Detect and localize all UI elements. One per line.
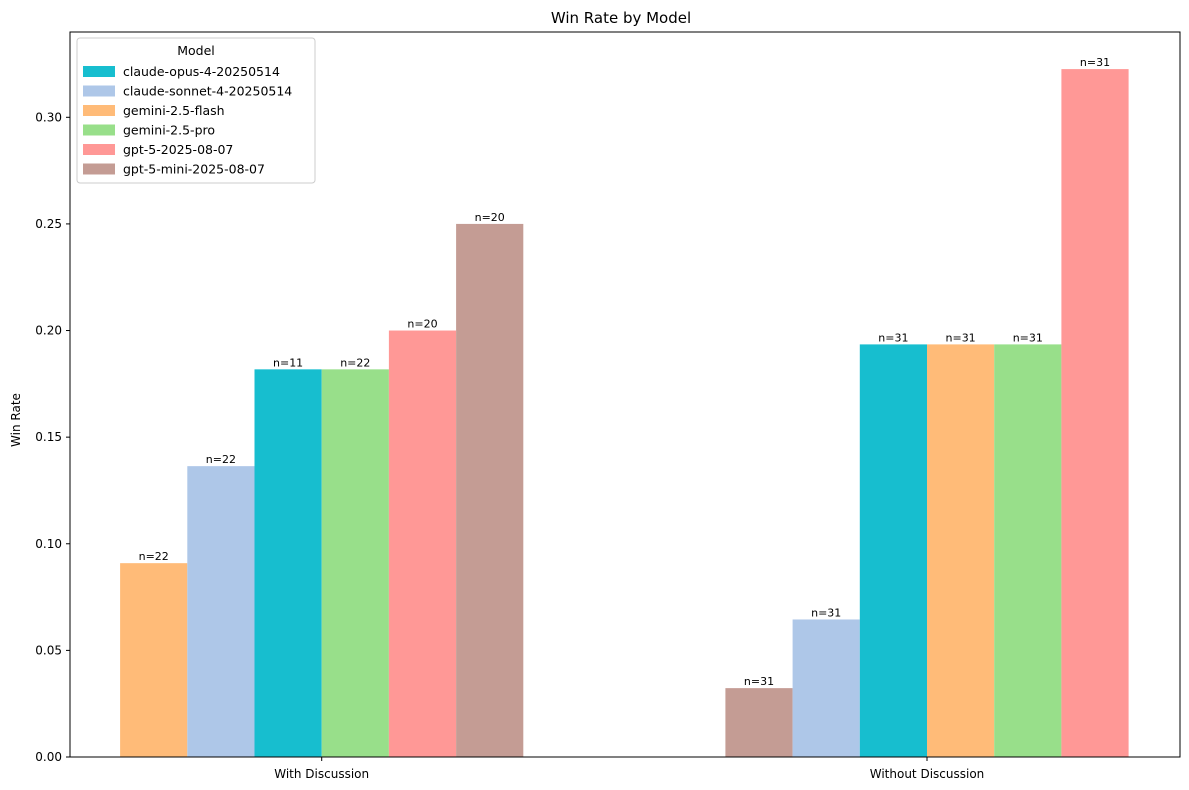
legend-box <box>76 37 316 184</box>
bar-1-3 <box>927 344 995 757</box>
y-tick-label-1: 0.05 <box>35 643 62 657</box>
legend-swatch-4 <box>83 144 115 155</box>
plot-frame <box>69 31 1181 758</box>
legend-swatch-2 <box>83 105 115 116</box>
bar-1-1 <box>792 619 860 757</box>
bar-1-5 <box>1061 69 1129 758</box>
legend: Model claude-opus-4-20250514 claude-sonnet… <box>76 37 316 184</box>
bar-data-label-0-5: n=20 <box>475 211 505 224</box>
bar-data-label-1-2: n=31 <box>878 331 908 344</box>
legend-entry-1: claude-sonnet-4-20250514 <box>123 84 292 99</box>
bar-1-4 <box>994 344 1062 757</box>
bar-0-5 <box>456 223 524 757</box>
bar-1-2 <box>859 344 927 757</box>
y-axis-label: Win Rate <box>9 393 23 447</box>
bar-0-3 <box>321 369 389 757</box>
x-tick-label-0: With Discussion <box>274 767 369 781</box>
bar-data-label-0-0: n=22 <box>139 550 169 563</box>
bar-data-label-0-2: n=11 <box>273 356 303 369</box>
bar-data-label-1-0: n=31 <box>744 675 774 688</box>
y-tick-label-2: 0.10 <box>35 537 62 551</box>
bar-data-label-1-5: n=31 <box>1080 56 1110 69</box>
bar-data-label-0-1: n=22 <box>206 453 236 466</box>
legend-entry-5: gpt-5-mini-2025-08-07 <box>123 162 265 177</box>
legend-entry-4: gpt-5-2025-08-07 <box>123 142 233 157</box>
y-tick-label-3: 0.15 <box>35 430 62 444</box>
x-tick-label-1: Without Discussion <box>870 767 985 781</box>
bar-0-1 <box>187 466 255 757</box>
bar-data-label-1-4: n=31 <box>1013 331 1043 344</box>
bar-1-0 <box>725 688 793 758</box>
legend-swatch-5 <box>83 163 115 175</box>
legend-entry-2: gemini-2.5-flash <box>123 103 225 118</box>
y-tick-label-4: 0.20 <box>35 324 62 338</box>
bar-data-label-1-1: n=31 <box>811 606 841 619</box>
y-tick-label-0: 0.00 <box>35 750 62 764</box>
legend-swatch-0 <box>83 66 115 77</box>
plot-area: n=22 n=22 n=11 n=22 n=20 n=20 With Discussion n… <box>35 31 1181 781</box>
bar-data-label-0-4: n=20 <box>407 318 437 331</box>
bar-0-4 <box>388 330 457 757</box>
bar-data-label-0-3: n=22 <box>340 356 370 369</box>
y-tick-label-6: 0.30 <box>35 110 62 124</box>
y-tick-label-5: 0.25 <box>35 217 62 231</box>
bar-0-0 <box>120 563 188 757</box>
legend-title: Model <box>177 43 215 58</box>
bar-data-label-1-3: n=31 <box>946 331 976 344</box>
legend-entry-0: claude-opus-4-20250514 <box>123 64 280 79</box>
bar-0-2 <box>254 369 322 757</box>
legend-swatch-3 <box>83 124 115 136</box>
chart-title: Win Rate by Model <box>551 9 691 27</box>
legend-swatch-1 <box>83 85 115 97</box>
legend-entry-3: gemini-2.5-pro <box>123 123 215 138</box>
